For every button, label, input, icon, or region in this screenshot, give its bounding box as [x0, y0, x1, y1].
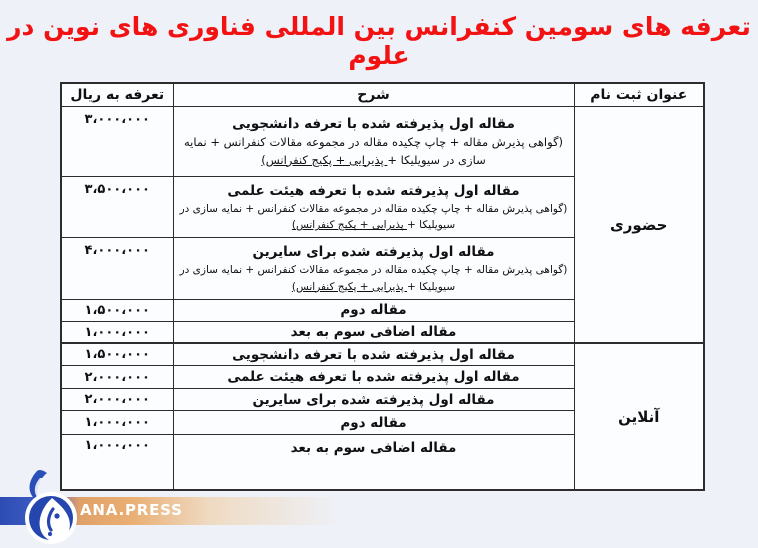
description-cell: مقاله اول پذیرفته شده با تعرفه هیئت علمی: [172, 365, 575, 390]
column-header-tariff: تعرفه به ریال: [60, 82, 174, 107]
description-cell: مقاله دوم: [172, 410, 575, 436]
table-row: مقاله اول پذیرفته شده با تعرفه هیئت علمی…: [60, 365, 704, 390]
price-cell: ۲،۰۰۰،۰۰۰: [60, 365, 174, 390]
row-title: مقاله اول پذیرفته شده برای سایرین: [252, 391, 495, 408]
price-cell: ۱،۵۰۰،۰۰۰: [60, 299, 174, 322]
row-title: مقاله دوم: [340, 414, 407, 431]
section-label-online: آنلاین: [573, 342, 705, 491]
row-details: (گواهی پذیرش مقاله + چاپ چکیده مقاله در …: [179, 202, 568, 232]
footer-brand-bar: [0, 497, 758, 525]
row-details: (گواهی پذیرش مقاله + چاپ چکیده مقاله در …: [179, 264, 568, 293]
price-cell: ۳،۰۰۰،۰۰۰: [60, 106, 174, 177]
row-title: مقاله دوم: [340, 302, 407, 319]
price-cell: ۳،۵۰۰،۰۰۰: [60, 176, 174, 238]
table-row: مقاله اضافی سوم به بعد ۱،۰۰۰،۰۰۰: [60, 434, 704, 491]
description-cell: مقاله اول پذیرفته شده با تعرفه هیئت علمی…: [172, 176, 575, 238]
description-cell: مقاله اضافی سوم به بعد: [172, 321, 575, 344]
section-label-in-person: حضوری: [573, 106, 705, 344]
column-header-description: شرح: [172, 82, 575, 107]
description-cell: مقاله اول پذیرفته شده برای سایرین (گواهی…: [172, 237, 575, 300]
row-title: مقاله اضافی سوم به بعد: [290, 440, 457, 457]
table-row: مقاله دوم ۱،۰۰۰،۰۰۰: [60, 410, 704, 436]
description-cell: مقاله اضافی سوم به بعد: [172, 434, 575, 491]
ana-press-logo-icon: [22, 468, 80, 544]
price-cell: ۱،۰۰۰،۰۰۰: [60, 321, 174, 344]
description-cell: مقاله اول پذیرفته شده برای سایرین: [172, 388, 575, 412]
table-row: آنلاین مقاله اول پذیرفته شده با تعرفه دا…: [60, 342, 705, 491]
price-cell: ۲،۰۰۰،۰۰۰: [60, 388, 174, 412]
price-cell: ۱،۰۰۰،۰۰۰: [60, 410, 174, 436]
table-row: مقاله اضافی سوم به بعد ۱،۰۰۰،۰۰۰: [60, 321, 704, 344]
row-title: مقاله اول پذیرفته شده با تعرفه هیئت علمی: [227, 369, 520, 386]
price-cell: ۱،۰۰۰،۰۰۰: [60, 434, 174, 491]
table-row: مقاله اول پذیرفته شده با تعرفه هیئت علمی…: [60, 176, 704, 238]
description-cell: مقاله اول پذیرفته شده با تعرفه دانشجویی: [172, 342, 575, 367]
row-title: مقاله اول پذیرفته شده با تعرفه دانشجویی: [232, 346, 515, 363]
table-row: مقاله اول پذیرفته شده برای سایرین (گواهی…: [60, 237, 704, 300]
row-title: مقاله اضافی سوم به بعد: [290, 324, 457, 340]
row-details: (گواهی پذیرش مقاله + چاپ چکیده مقاله در …: [183, 134, 564, 167]
column-header-registration: عنوان ثبت نام: [573, 82, 705, 107]
table-row: حضوری مقاله اول پذیرفته شده با تعرفه دان…: [60, 106, 705, 344]
row-title: مقاله اول پذیرفته شده با تعرفه هیئت علمی: [227, 182, 520, 199]
row-title: مقاله اول پذیرفته شده با تعرفه دانشجویی: [232, 115, 515, 132]
price-cell: ۱،۵۰۰،۰۰۰: [60, 342, 174, 367]
description-cell: مقاله دوم: [172, 299, 575, 322]
brand-name: ANA.PRESS: [80, 501, 183, 519]
price-cell: ۴،۰۰۰،۰۰۰: [60, 237, 174, 300]
row-title: مقاله اول پذیرفته شده برای سایرین: [252, 244, 495, 261]
page-title: تعرفه های سومین کنفرانس بین المللی فناور…: [7, 12, 751, 70]
table-header-row: عنوان ثبت نام شرح تعرفه به ریال: [60, 82, 705, 107]
description-cell: مقاله اول پذیرفته شده با تعرفه دانشجویی …: [172, 106, 575, 177]
tariff-table: عنوان ثبت نام شرح تعرفه به ریال حضوری مق…: [60, 82, 705, 492]
table-row: مقاله دوم ۱،۵۰۰،۰۰۰: [60, 299, 704, 322]
